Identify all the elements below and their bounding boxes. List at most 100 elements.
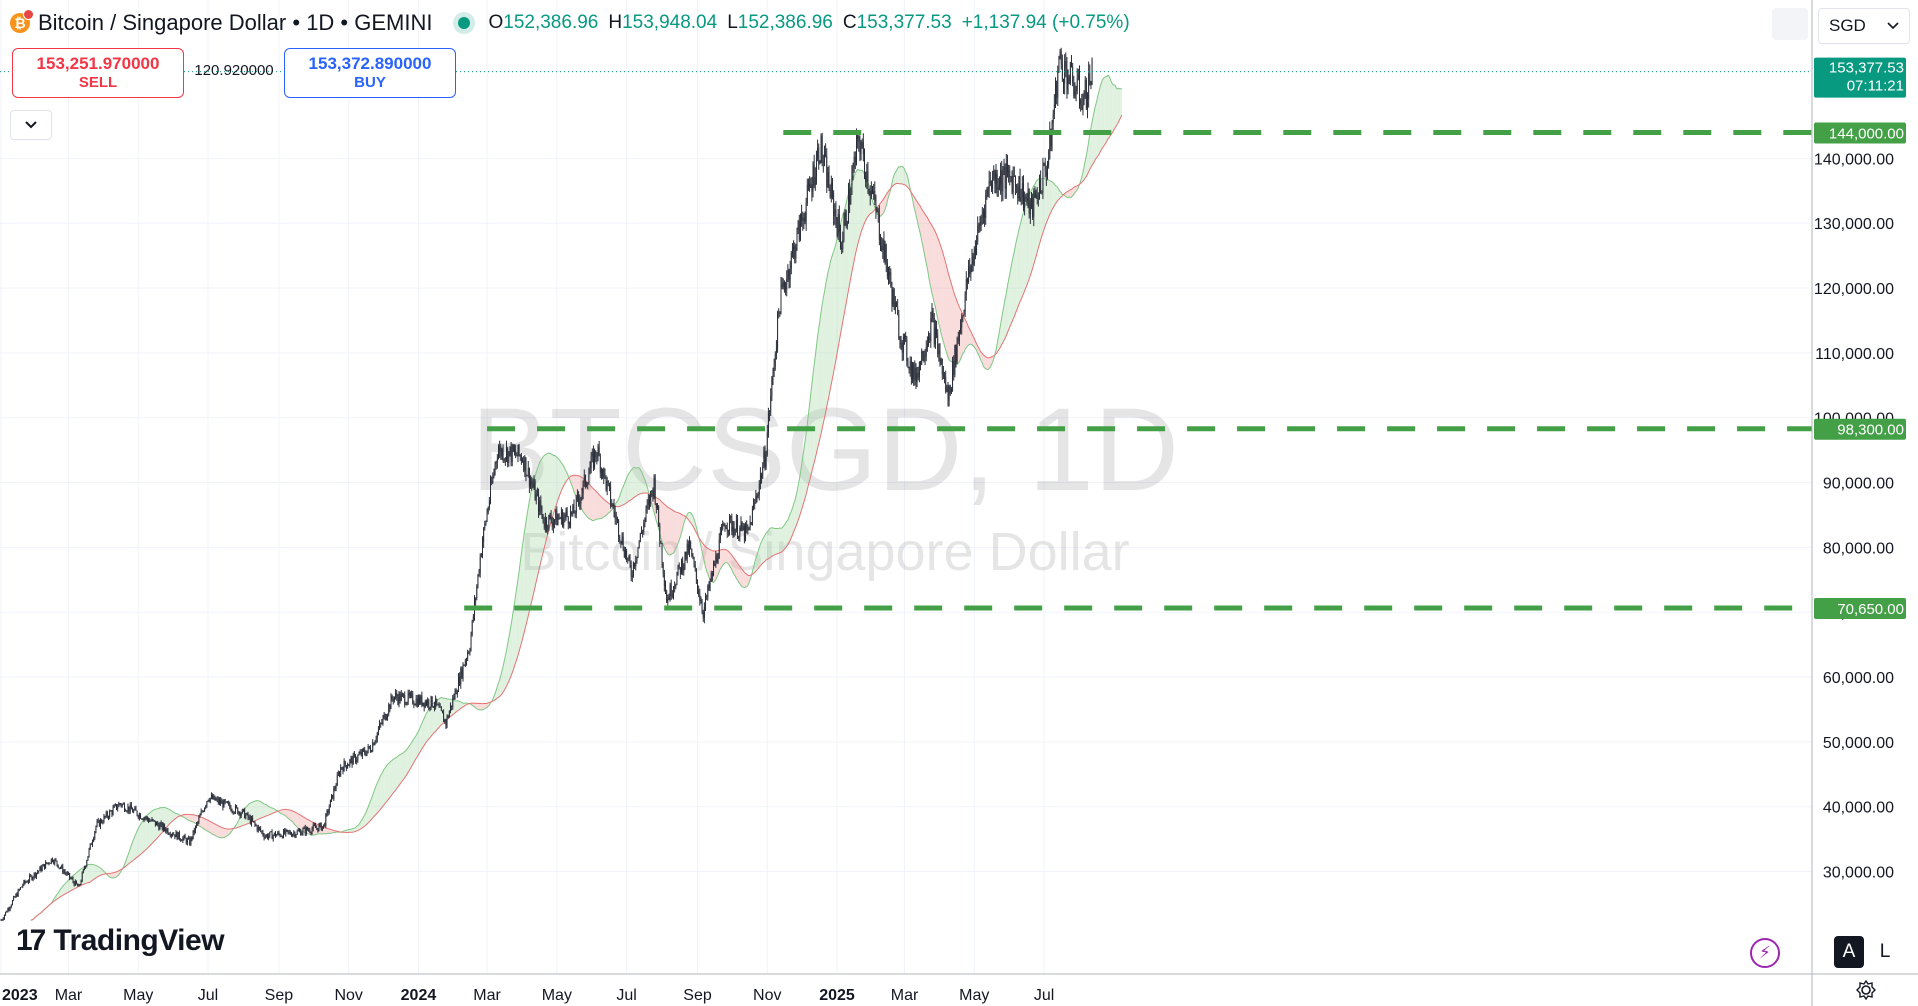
candle: [1060, 47, 1062, 70]
candle: [451, 705, 453, 711]
currency-select[interactable]: SGD: [1818, 8, 1910, 44]
y-tick-label: 110,000.00: [1815, 346, 1894, 363]
candle-body: [1005, 163, 1007, 189]
candle: [380, 722, 382, 728]
candle: [518, 443, 520, 457]
candle-body: [955, 345, 957, 362]
candle: [32, 876, 34, 882]
candle-body: [896, 301, 897, 307]
candle-body: [341, 767, 343, 769]
candle-body: [1040, 179, 1042, 193]
exchange-label[interactable]: GEMINI: [354, 10, 433, 35]
candle: [672, 586, 674, 600]
candle-body: [1074, 91, 1076, 96]
candle-body: [827, 171, 829, 188]
candle: [1040, 170, 1042, 194]
market-status-icon[interactable]: [458, 17, 471, 29]
cloud-segment: [851, 179, 854, 272]
candle: [677, 564, 679, 576]
candle-body: [42, 864, 44, 867]
toolbar-button[interactable]: [1772, 8, 1808, 40]
candle: [277, 830, 279, 836]
candle-body: [607, 481, 609, 484]
sell-button[interactable]: 153,251.970000 SELL: [12, 48, 184, 98]
lightning-icon[interactable]: ⚡: [1750, 938, 1780, 968]
candle: [1, 918, 3, 922]
candle: [254, 820, 256, 827]
candle: [939, 343, 941, 367]
candle: [978, 222, 980, 233]
interval-label[interactable]: 1D: [306, 10, 335, 35]
cloud-segment: [202, 817, 204, 829]
close-value: 153,377.53: [856, 12, 952, 33]
candle: [862, 133, 864, 162]
candle-body: [725, 528, 727, 530]
candle-body: [245, 814, 247, 819]
candle-body: [152, 819, 154, 821]
cloud-segment: [595, 490, 597, 520]
candle: [563, 512, 565, 529]
candle-body: [626, 550, 628, 560]
auto-scale-button[interactable]: A: [1834, 936, 1864, 968]
cloud-segment: [760, 541, 762, 566]
candle-body: [832, 182, 833, 194]
cloud-segment: [691, 514, 693, 527]
candle: [140, 813, 142, 819]
candle-body: [1007, 163, 1008, 173]
gear-icon[interactable]: [1852, 978, 1880, 1002]
candle-body: [435, 698, 437, 706]
cloud-segment: [228, 828, 230, 835]
candle-body: [197, 821, 199, 824]
cloud-segment: [1047, 179, 1049, 221]
candle-body: [773, 366, 775, 371]
symbol-name[interactable]: Bitcoin / Singapore Dollar: [38, 10, 287, 35]
log-scale-button[interactable]: L: [1879, 941, 1891, 962]
buy-button[interactable]: 153,372.890000 BUY: [284, 48, 456, 98]
cloud-segment: [387, 763, 389, 801]
cloud-segment: [983, 355, 985, 368]
candle-body: [559, 518, 561, 519]
candle: [1082, 93, 1084, 116]
candle-body: [41, 866, 43, 871]
candle: [1041, 190, 1043, 195]
candle-body: [1069, 62, 1071, 84]
candle: [630, 560, 632, 582]
candle-body: [46, 862, 48, 864]
cloud-segment: [245, 806, 247, 825]
candle-body: [1036, 194, 1038, 199]
candle: [686, 539, 688, 564]
cloud-segment: [529, 494, 531, 612]
collapse-legend-button[interactable]: [10, 110, 52, 140]
candle-body: [509, 446, 511, 452]
chevron-down-icon: [1887, 22, 1899, 30]
y-tick-label: 60,000.00: [1823, 670, 1894, 687]
candle: [998, 176, 1000, 191]
candle: [413, 700, 415, 709]
candle-body: [1049, 132, 1051, 158]
candle-body: [986, 189, 988, 195]
candle: [745, 522, 747, 542]
candle: [621, 532, 623, 545]
tradingview-logo[interactable]: 17 TradingView: [16, 924, 225, 958]
candle-body: [1083, 97, 1085, 101]
candle-body: [406, 702, 408, 705]
cloud-segment: [903, 167, 905, 185]
candle-body: [709, 580, 711, 588]
candle-body: [160, 822, 162, 825]
cloud-segment: [1020, 220, 1022, 302]
candle-body: [1076, 78, 1078, 91]
candle: [922, 350, 924, 362]
cloud-segment: [838, 228, 840, 348]
cloud-segment: [821, 304, 823, 434]
candle-body: [985, 194, 987, 218]
candle: [328, 804, 330, 815]
sell-label: SELL: [78, 74, 118, 91]
cloud-segment: [395, 757, 397, 791]
cloud-segment: [634, 467, 636, 497]
candle: [327, 809, 329, 816]
candle-body: [551, 521, 553, 527]
candle-body: [109, 811, 111, 818]
cloud-segment: [604, 500, 607, 517]
candle-body: [757, 495, 759, 497]
